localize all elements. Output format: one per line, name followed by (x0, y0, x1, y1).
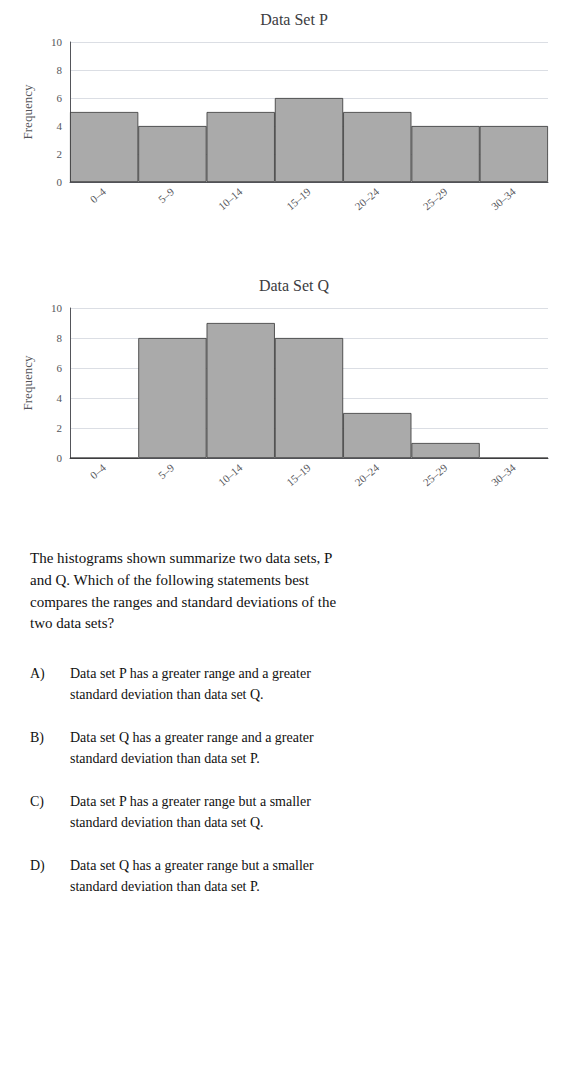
svg-text:Data Set P: Data Set P (260, 11, 328, 28)
html-text:A): A) (30, 666, 45, 681)
svg-text:30–34: 30–34 (489, 185, 518, 212)
svg-text:5–9: 5–9 (156, 185, 177, 205)
svg-text:Data Set Q: Data Set Q (259, 277, 330, 294)
svg-text:Frequency: Frequency (20, 355, 35, 410)
svg-text:6: 6 (57, 362, 63, 374)
svg-text:Frequency: Frequency (20, 84, 35, 139)
html-text:Data set Q has a greater range: Data set Q has a greater range and a gre… (70, 730, 314, 766)
svg-text:25–29: 25–29 (421, 461, 450, 488)
svg-text:25–29: 25–29 (421, 185, 450, 212)
svg-text:15–19: 15–19 (284, 461, 313, 488)
svg-text:5–9: 5–9 (156, 461, 177, 481)
svg-text:2: 2 (57, 422, 63, 434)
svg-text:20–24: 20–24 (352, 185, 381, 212)
svg-text:15–19: 15–19 (284, 185, 313, 212)
svg-text:10: 10 (51, 36, 63, 48)
html-text:C): C) (30, 794, 44, 809)
svg-text:10–14: 10–14 (216, 185, 245, 212)
html-text:Data set P has a greater range: Data set P has a greater range and a gre… (70, 666, 311, 702)
svg-text:30–34: 30–34 (489, 461, 518, 488)
svg-text:4: 4 (57, 392, 63, 404)
svg-text:20–24: 20–24 (352, 461, 381, 488)
html-text:B): B) (30, 730, 44, 745)
svg-text:2: 2 (57, 148, 63, 160)
html-text:Data set Q has a greater range: Data set Q has a greater range but a sma… (70, 858, 314, 894)
html-text:Data set P has a greater range: Data set P has a greater range but a sma… (70, 794, 311, 830)
svg-text:4: 4 (57, 120, 63, 132)
svg-text:0–4: 0–4 (88, 185, 109, 205)
svg-text:0–4: 0–4 (88, 461, 109, 481)
svg-text:0: 0 (57, 452, 63, 464)
svg-text:8: 8 (57, 332, 63, 344)
svg-text:8: 8 (57, 64, 63, 76)
html-text:The histograms shown summarize: The histograms shown summarize two data … (30, 550, 337, 632)
svg-text:10: 10 (51, 302, 63, 314)
svg-text:0: 0 (57, 176, 63, 188)
html-text:D): D) (30, 858, 45, 873)
svg-text:10–14: 10–14 (216, 461, 245, 488)
svg-text:6: 6 (57, 92, 63, 104)
